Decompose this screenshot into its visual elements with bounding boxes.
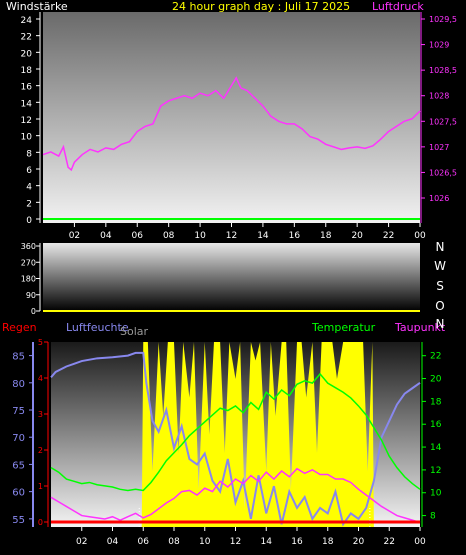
wind-axis-label: Windstärke [6, 0, 68, 13]
panel1-x-tick-label: 10 [194, 231, 206, 241]
panel3-x-tick-label: 20 [353, 537, 365, 547]
panel1-left-tick-label: 18 [21, 66, 33, 76]
panel1-left-tick-label: 10 [21, 133, 33, 143]
panel1-right-tick-label: 1029,5 [429, 15, 457, 24]
panel1-left-tick-label: 8 [26, 149, 32, 159]
direction-label: W [434, 259, 446, 273]
panel3-x-tick-label: 16 [291, 537, 303, 547]
panel1-left-tick-label: 14 [21, 99, 33, 109]
humidity-tick-label: 70 [12, 433, 25, 444]
temperature-line [50, 372, 421, 492]
solar-label: Solar [120, 325, 149, 338]
panel2-plot-area [43, 243, 420, 311]
pressure-axis-label: Luftdruck [372, 0, 424, 13]
temperature-tick-label: 12 [430, 466, 441, 476]
panel3-x-tick-label: 14 [261, 537, 273, 547]
humidity-axis-label: Luftfeuchte [66, 321, 129, 334]
panel1-x-tick-label: 12 [226, 231, 237, 241]
panel1-right-tick-label: 1026,5 [429, 168, 457, 177]
temperature-tick-label: 16 [430, 420, 442, 430]
panel1-right-tick-label: 1028,5 [429, 66, 457, 75]
pressure-line [42, 76, 421, 172]
panel2-left-tick-label: 180 [21, 275, 36, 284]
panel3-x-tick-label: 06 [138, 537, 150, 547]
humidity-tick-label: 75 [12, 406, 25, 417]
rain-tick-label: 4 [38, 374, 43, 383]
temperature-tick-label: 14 [430, 443, 442, 453]
panel1-left-tick-label: 0 [26, 216, 32, 226]
rain-tick-label: 0 [38, 518, 43, 527]
panel1-left-tick-label: 16 [21, 83, 33, 93]
panel2-left-tick-label: 270 [21, 258, 36, 267]
panel1-left-tick-label: 20 [21, 49, 33, 59]
temperature-tick-label: 22 [430, 352, 441, 362]
panel1-x-tick-label: 00 [414, 231, 426, 241]
panel1-x-tick-label: 16 [289, 231, 301, 241]
temperature-tick-label: 20 [430, 375, 442, 385]
humidity-line [50, 351, 421, 527]
panel2-left-tick-label: 360 [21, 242, 36, 251]
direction-label: S [436, 279, 444, 293]
rain-axis-label: Regen [2, 321, 37, 334]
panel3-x-tick-label: 02 [76, 537, 87, 547]
panel1-x-tick-label: 02 [69, 231, 80, 241]
panel3-x-tick-label: 18 [322, 537, 334, 547]
direction-label: N [436, 240, 445, 254]
temperature-tick-label: 10 [430, 489, 442, 499]
chart-title: 24 hour graph day : Juli 17 2025 [172, 0, 351, 13]
humidity-tick-label: 85 [12, 352, 25, 363]
panel2-left-tick-label: 0 [31, 307, 36, 316]
panel3-x-tick-label: 22 [384, 537, 395, 547]
panel3-x-tick-label: 00 [414, 537, 426, 547]
direction-label: N [436, 317, 445, 331]
panel1-x-tick-label: 08 [163, 231, 175, 241]
panel3-x-tick-label: 08 [168, 537, 180, 547]
panel1-x-tick-label: 18 [320, 231, 332, 241]
rain-tick-label: 2 [38, 446, 43, 455]
humidity-tick-label: 55 [12, 515, 25, 526]
panel2-left-tick-label: 90 [26, 291, 36, 300]
rain-tick-label: 5 [38, 338, 43, 347]
panel1-left-tick-label: 24 [21, 16, 33, 26]
solar-area [51, 342, 420, 527]
panel1-x-tick-label: 06 [132, 231, 144, 241]
panel1-right-tick-label: 1026 [429, 194, 449, 203]
rain-tick-label: 3 [38, 410, 43, 419]
panel1-x-tick-label: 04 [100, 231, 112, 241]
panel1-right-tick-label: 1027,5 [429, 117, 457, 126]
panel3-x-tick-label: 10 [199, 537, 211, 547]
panel3-x-tick-label: 12 [230, 537, 241, 547]
humidity-tick-label: 60 [12, 488, 25, 499]
panel1-x-tick-label: 14 [257, 231, 269, 241]
temperature-tick-label: 8 [430, 512, 436, 522]
panel1-x-tick-label: 22 [383, 231, 394, 241]
panel1-plot-area [43, 12, 420, 223]
humidity-tick-label: 65 [12, 460, 25, 471]
humidity-tick-label: 80 [12, 379, 25, 390]
panel1-left-tick-label: 2 [26, 199, 32, 209]
panel1-right-tick-label: 1028 [429, 92, 449, 101]
panel1-left-tick-label: 4 [26, 183, 32, 193]
temperature-tick-label: 18 [430, 397, 442, 407]
dewpoint-line [50, 467, 421, 524]
panel1-x-tick-label: 20 [351, 231, 363, 241]
panel1-right-tick-label: 1027 [429, 143, 449, 152]
rain-tick-label: 1 [38, 482, 43, 491]
direction-label: O [435, 299, 444, 313]
panel3-x-tick-label: 04 [107, 537, 119, 547]
panel1-right-tick-label: 1029 [429, 41, 449, 50]
dewpoint-axis-label: Taupunkt [395, 321, 446, 334]
panel1-left-tick-label: 22 [21, 33, 32, 43]
panel1-left-tick-label: 6 [26, 166, 32, 176]
panel1-left-tick-label: 12 [21, 116, 32, 126]
temperature-axis-label: Temperatur [312, 321, 376, 334]
